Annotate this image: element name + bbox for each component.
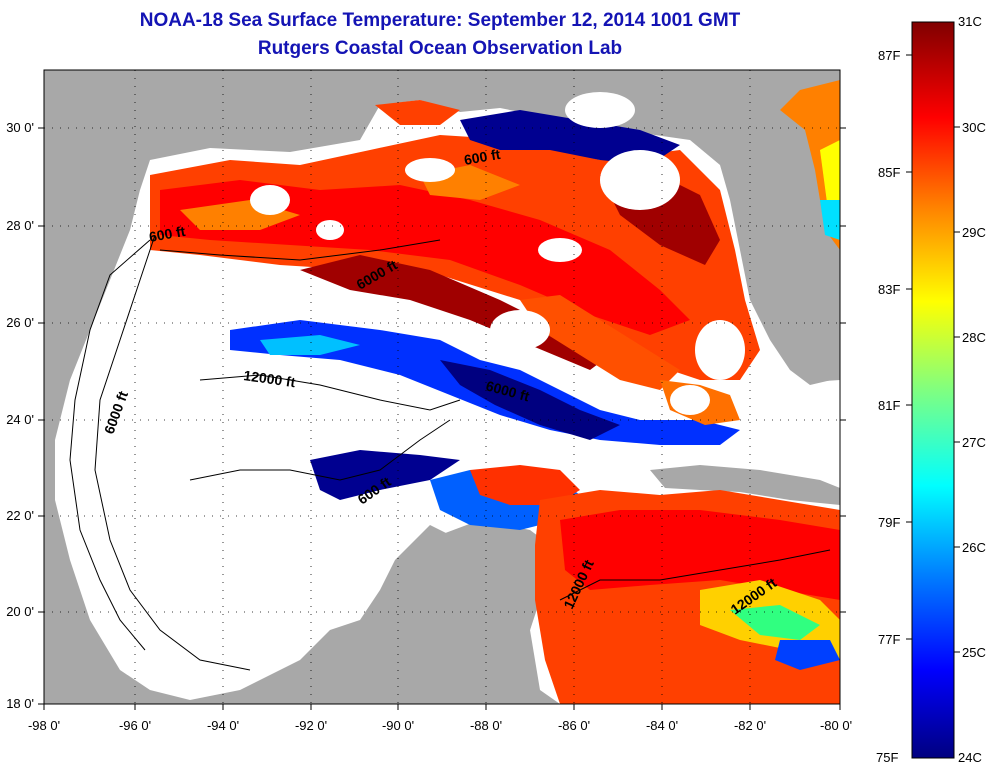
latitude-tick-label: 24 0' (6, 412, 34, 427)
longitude-tick-label: -84 0' (646, 718, 678, 733)
longitude-tick-label: -90 0' (382, 718, 414, 733)
colorbar-celsius-label: 29C (962, 225, 986, 240)
longitude-tick-label: -80 0' (820, 718, 852, 733)
longitude-tick-label: -94 0' (207, 718, 239, 733)
colorbar-celsius-label: 28C (962, 330, 986, 345)
colorbar-celsius-label: 25C (962, 645, 986, 660)
colorbar (911, 21, 955, 759)
colorbar-fahrenheit-label: 75F (876, 750, 899, 765)
colorbar-celsius-label: 27C (962, 435, 986, 450)
longitude-tick-label: -92 0' (295, 718, 327, 733)
colorbar-fahrenheit-label: 85F (878, 165, 901, 180)
florida-land (720, 90, 840, 382)
latitude-tick-label: 28 0' (6, 218, 34, 233)
colorbar-celsius-label: 24C (958, 750, 982, 765)
latitude-tick-label: 18 0' (6, 696, 34, 711)
cuba-land (650, 465, 840, 505)
latitude-tick-label: 20 0' (6, 604, 34, 619)
lat-lon-grid (44, 70, 840, 704)
contour-label: 600 ft (463, 146, 502, 168)
longitude-tick-label: -82 0' (734, 718, 766, 733)
latitude-tick-label: 26 0' (6, 315, 34, 330)
colorbar-celsius-label: 30C (962, 120, 986, 135)
map-frame (43, 69, 841, 705)
latitude-tick-label: 22 0' (6, 508, 34, 523)
bathymetry-contours (69, 234, 831, 671)
colorbar-fahrenheit-label: 79F (878, 515, 901, 530)
cloud-masks (250, 92, 745, 415)
contour-label: 600 ft (148, 223, 187, 245)
longitude-tick-label: -86 0' (558, 718, 590, 733)
yucatan-land (390, 520, 550, 704)
colorbar-celsius-label: 26C (962, 540, 986, 555)
longitude-tick-label: -98 0' (28, 718, 60, 733)
map-title: NOAA-18 Sea Surface Temperature: Septemb… (139, 10, 741, 31)
colorbar-fahrenheit-label: 77F (878, 632, 901, 647)
colorbar-celsius-label: 31C (958, 14, 982, 29)
colorbar-fahrenheit-label: 87F (878, 48, 901, 63)
colorbar-fahrenheit-label: 81F (878, 398, 901, 413)
longitude-tick-label: -96 0' (119, 718, 151, 733)
colorbar-fahrenheit-label: 83F (878, 282, 901, 297)
latitude-tick-label: 30 0' (6, 120, 34, 135)
map-subtitle: Rutgers Coastal Ocean Observation Lab (257, 38, 623, 59)
longitude-tick-label: -88 0' (470, 718, 502, 733)
contour-label: 12000 ft (243, 367, 297, 390)
